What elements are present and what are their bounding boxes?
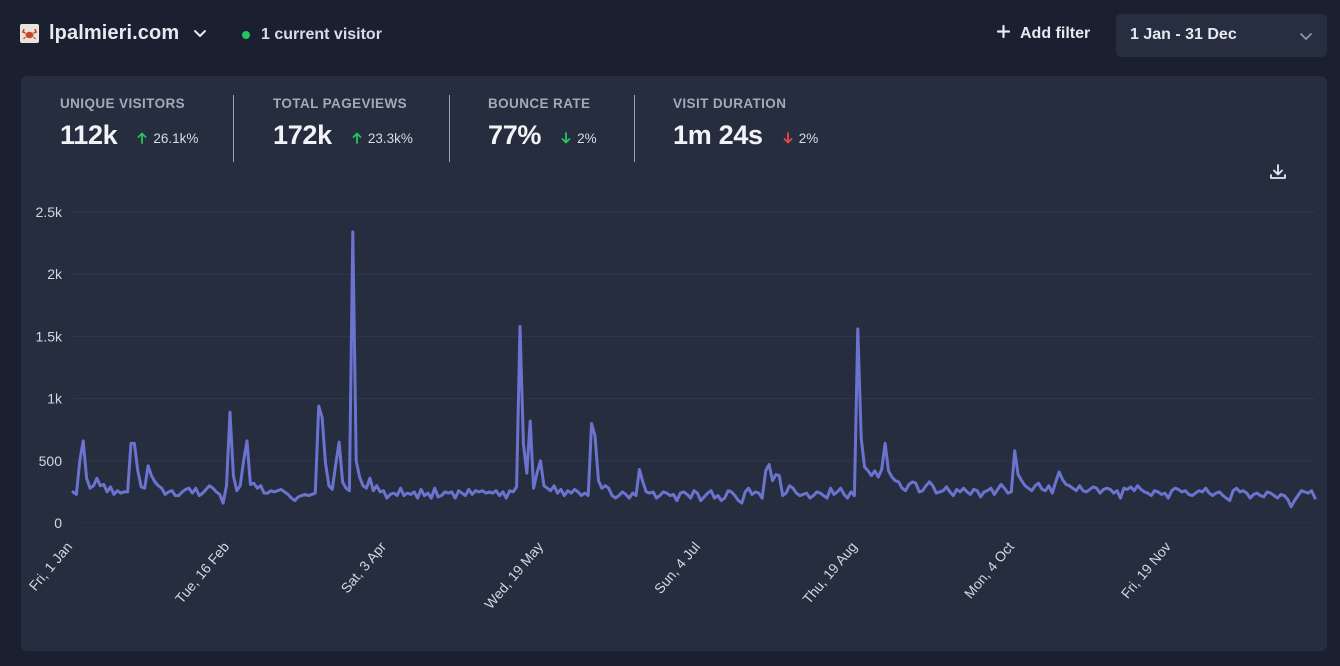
arrow-down-icon <box>561 132 571 144</box>
y-tick-label: 1.5k <box>36 328 63 344</box>
top-bar: lpalmieri.com 1 current visitor Add filt… <box>0 0 1340 70</box>
current-visitors[interactable]: 1 current visitor <box>242 26 382 44</box>
add-filter-label: Add filter <box>1020 25 1091 42</box>
x-tick-label: Tue, 16 Feb <box>172 538 233 606</box>
x-tick-label: Fri, 1 Jan <box>26 539 76 594</box>
stat-divider <box>449 95 450 162</box>
stat-change-value: 23.3k% <box>367 130 413 146</box>
stat-bounce-rate[interactable]: BOUNCE RATE 77% 2% <box>488 96 597 151</box>
stat-label: TOTAL PAGEVIEWS <box>273 96 408 111</box>
stat-label: VISIT DURATION <box>673 96 787 111</box>
stat-value: 112k <box>60 120 118 150</box>
download-icon[interactable] <box>1269 163 1287 186</box>
stat-label: UNIQUE VISITORS <box>60 96 186 111</box>
stat-divider <box>634 95 635 162</box>
stat-value: 1m 24s <box>673 120 763 150</box>
x-tick-label: Mon, 4 Oct <box>961 539 1017 602</box>
y-tick-label: 2.5k <box>36 204 63 220</box>
stats-card: UNIQUE VISITORS 112k 26.1k% TOTAL PAGEVI… <box>21 76 1327 651</box>
stat-change-value: 2% <box>577 130 597 146</box>
series-line[interactable] <box>71 230 1317 509</box>
stat-label: BOUNCE RATE <box>488 96 591 111</box>
current-visitors-label: 1 current visitor <box>261 26 382 43</box>
stat-visit-duration[interactable]: VISIT DURATION 1m 24s 2% <box>673 96 818 151</box>
visitors-line-chart[interactable]: 0 500 1k 1.5k 2k 2.5k Fri, 1 Jan Tue, 16 Feb Sat… <box>21 76 1327 651</box>
stat-value: 172k <box>273 120 332 150</box>
x-tick-label: Fri, 19 Nov <box>1118 539 1174 602</box>
site-switcher[interactable]: lpalmieri.com <box>20 22 207 45</box>
stat-unique-visitors[interactable]: UNIQUE VISITORS 112k 26.1k% <box>60 96 198 151</box>
stat-change-value: 2% <box>798 130 819 146</box>
date-range-label: 1 Jan - 31 Dec <box>1130 26 1237 43</box>
stat-value: 77% <box>488 120 542 150</box>
arrow-up-icon <box>137 132 147 144</box>
stat-change: 2% <box>783 130 819 146</box>
y-tick-label: 1k <box>47 391 63 407</box>
x-tick-label: Sun, 4 Jul <box>651 539 703 597</box>
chevron-down-icon <box>1299 29 1313 47</box>
stat-total-pageviews[interactable]: TOTAL PAGEVIEWS 172k 23.3k% <box>273 96 413 151</box>
stat-change: 2% <box>561 131 597 146</box>
plus-icon <box>996 24 1011 44</box>
stat-divider <box>233 95 234 162</box>
x-tick-label: Sat, 3 Apr <box>337 538 389 596</box>
arrow-up-icon <box>352 132 362 144</box>
stat-change: 26.1k% <box>137 131 198 146</box>
crab-icon <box>20 24 39 43</box>
stat-change-value: 26.1k% <box>153 130 199 146</box>
arrow-down-icon <box>783 132 793 144</box>
x-tick-label: Wed, 19 May <box>481 539 546 612</box>
live-dot-icon <box>242 31 250 39</box>
add-filter-button[interactable]: Add filter <box>996 24 1090 44</box>
date-range-picker[interactable]: 1 Jan - 31 Dec <box>1116 14 1327 57</box>
chevron-down-icon[interactable] <box>193 26 207 44</box>
x-tick-label: Thu, 19 Aug <box>799 539 860 607</box>
y-tick-label: 500 <box>39 453 63 469</box>
site-name: lpalmieri.com <box>49 22 180 44</box>
stat-change: 23.3k% <box>352 131 413 146</box>
y-tick-label: 0 <box>54 515 62 531</box>
y-tick-label: 2k <box>47 266 63 282</box>
